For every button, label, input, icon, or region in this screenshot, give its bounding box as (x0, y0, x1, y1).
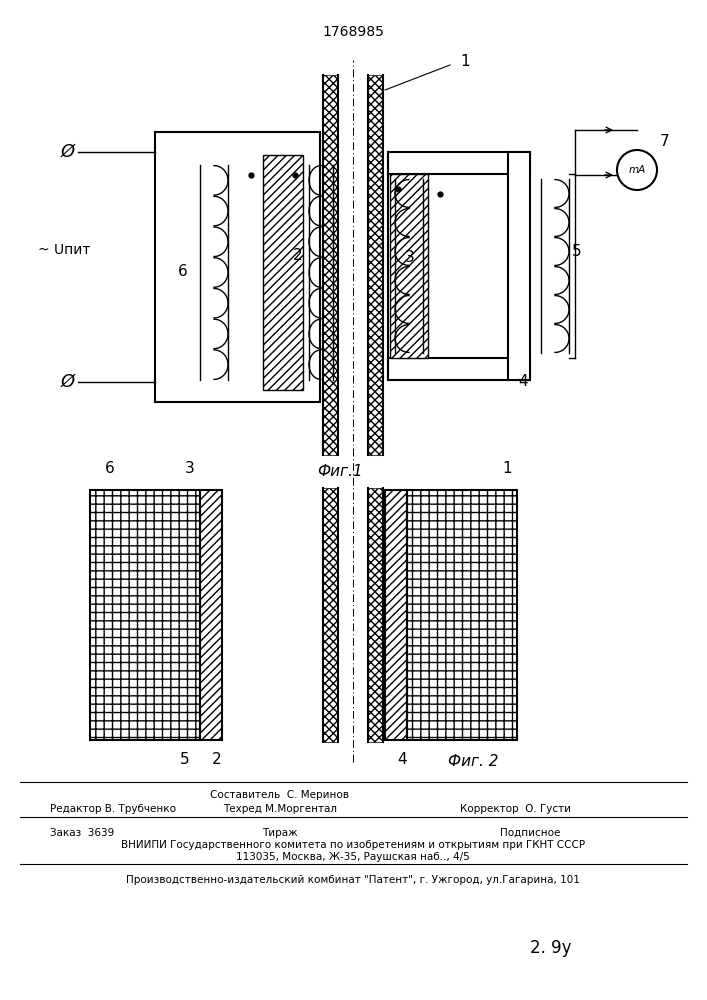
Text: 113035, Москва, Ж-35, Раушская наб.., 4/5: 113035, Москва, Ж-35, Раушская наб.., 4/… (236, 852, 470, 862)
Bar (385, 490, 407, 740)
Text: 3: 3 (185, 461, 195, 476)
Bar (368, 488, 383, 742)
Text: 1: 1 (502, 461, 512, 476)
Bar (200, 490, 222, 740)
Bar (390, 174, 428, 358)
Text: 2. 9у: 2. 9у (530, 939, 571, 957)
Bar (155, 132, 320, 402)
Text: 3: 3 (405, 250, 415, 265)
Text: mA: mA (629, 165, 645, 175)
Text: Фиг.1: Фиг.1 (317, 464, 363, 480)
Text: ~ Uпит: ~ Uпит (38, 243, 90, 257)
Text: 2: 2 (212, 752, 222, 767)
Bar (508, 152, 530, 380)
Text: Заказ  3639: Заказ 3639 (50, 828, 115, 838)
Bar (368, 75, 383, 455)
Text: 2: 2 (293, 247, 303, 262)
Text: ВНИИПИ Государственного комитета по изобретениям и открытиям при ГКНТ СССР: ВНИИПИ Государственного комитета по изоб… (121, 840, 585, 850)
Bar (90, 490, 200, 740)
Text: Фиг. 2: Фиг. 2 (448, 754, 498, 769)
Text: Ø: Ø (61, 143, 75, 161)
Text: 7: 7 (660, 134, 670, 149)
Text: Корректор  О. Густи: Корректор О. Густи (460, 804, 571, 814)
Bar (388, 152, 530, 174)
Bar (390, 174, 428, 358)
Text: Техред М.Моргентал: Техред М.Моргентал (223, 804, 337, 814)
Text: 6: 6 (178, 264, 188, 279)
Bar (263, 155, 303, 390)
Bar (385, 490, 407, 740)
Text: 5: 5 (572, 244, 582, 259)
Circle shape (617, 150, 657, 190)
Text: 5: 5 (180, 752, 189, 767)
Text: Подписное: Подписное (500, 828, 561, 838)
Bar (407, 490, 517, 740)
Text: 6: 6 (105, 461, 115, 476)
Bar (90, 490, 200, 740)
Bar (200, 490, 222, 740)
Text: 1: 1 (460, 54, 469, 70)
Bar (388, 358, 530, 380)
Text: 4: 4 (397, 752, 407, 767)
Bar (323, 75, 338, 455)
Text: Ø: Ø (61, 373, 75, 391)
Text: Составитель  С. Меринов: Составитель С. Меринов (211, 790, 349, 800)
Text: 4: 4 (518, 374, 527, 389)
Text: Тираж: Тираж (262, 828, 298, 838)
Bar (323, 488, 338, 742)
Text: 1768985: 1768985 (322, 25, 384, 39)
Bar (263, 155, 303, 390)
Text: Производственно-издательский комбинат "Патент", г. Ужгород, ул.Гагарина, 101: Производственно-издательский комбинат "П… (126, 875, 580, 885)
Bar (407, 490, 517, 740)
Text: Редактор В. Трубченко: Редактор В. Трубченко (50, 804, 176, 814)
